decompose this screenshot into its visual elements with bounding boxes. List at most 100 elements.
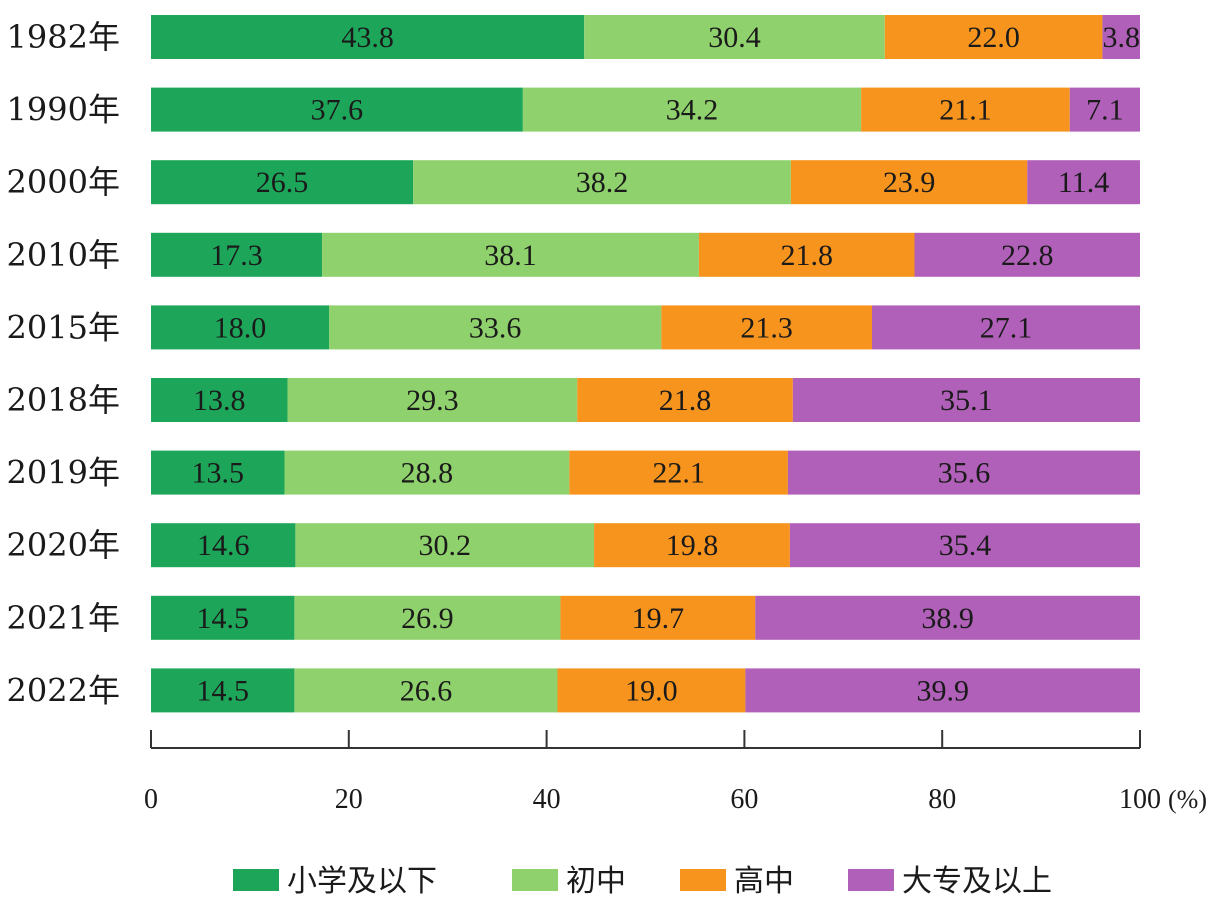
data-label: 11.4 (1058, 166, 1109, 199)
x-axis: 0 20 40 60 80 100 (%) (144, 730, 1207, 815)
data-label: 19.7 (632, 602, 685, 635)
bar-segment (322, 232, 699, 277)
bar-segment (594, 523, 790, 568)
legend-swatch (848, 869, 894, 891)
bars-group: 43.8 30.4 22.0 3.8 37.6 34.2 21.1 7.1 26.5 38.2 23… (151, 15, 1140, 713)
category-label: 2022年 (7, 671, 120, 709)
data-label: 19.0 (625, 674, 678, 707)
data-label: 7.1 (1086, 94, 1124, 127)
bar-segment (287, 378, 578, 422)
data-label: 21.8 (659, 384, 712, 417)
x-tick-label: 60 (730, 784, 758, 815)
bar-segment (861, 87, 1070, 132)
data-label: 14.6 (197, 529, 250, 562)
x-tick-label: 40 (533, 784, 561, 815)
data-label: 33.6 (469, 311, 522, 344)
data-label: 35.1 (940, 384, 993, 417)
data-label: 43.8 (341, 21, 394, 54)
bar-segment (151, 160, 414, 205)
data-label: 22.0 (967, 21, 1020, 54)
bar-segment (584, 15, 885, 59)
data-label: 14.5 (196, 602, 249, 635)
bar-segment (151, 378, 288, 422)
data-label: 26.6 (400, 674, 453, 707)
data-label: 30.2 (418, 529, 471, 562)
bar-segment (1069, 87, 1140, 132)
bar-segment (1027, 160, 1140, 205)
bar-segment (151, 450, 285, 495)
bar-segment (577, 378, 793, 422)
data-label: 38.1 (484, 239, 537, 272)
data-label: 22.1 (652, 457, 705, 490)
bar-segment (413, 160, 791, 205)
data-label: 39.9 (916, 674, 969, 707)
data-label: 21.8 (780, 239, 833, 272)
x-axis-unit: (%) (1168, 785, 1207, 814)
data-label: 35.6 (938, 457, 991, 490)
data-label: 13.5 (192, 457, 245, 490)
data-label: 27.1 (980, 311, 1033, 344)
bar-segment (560, 595, 756, 640)
legend-label: 初中 (566, 864, 626, 899)
data-label: 3.8 (1102, 21, 1140, 54)
bar-segment (557, 668, 746, 713)
bar-segment (884, 15, 1103, 59)
data-label: 29.3 (406, 384, 459, 417)
data-label: 28.8 (401, 457, 454, 490)
x-tick-label: 80 (928, 784, 956, 815)
bar-segment (871, 305, 1140, 350)
legend-swatch (233, 869, 279, 891)
data-label: 26.9 (401, 602, 454, 635)
x-tick-label: 100 (1119, 784, 1161, 815)
data-label: 38.9 (921, 602, 974, 635)
bar-segment (755, 595, 1140, 640)
bar-segment (329, 305, 662, 350)
category-label: 2021年 (7, 599, 120, 637)
legend-label: 小学及以下 (287, 864, 437, 899)
data-label: 34.2 (666, 94, 719, 127)
data-label: 13.8 (193, 384, 246, 417)
bar-segment (790, 160, 1028, 205)
bar-segment (294, 668, 558, 713)
x-tick-label: 20 (335, 784, 363, 815)
bar-segment (1102, 15, 1140, 59)
bar-segment (294, 595, 561, 640)
category-label: 2019年 (7, 454, 120, 492)
bar-segment (522, 87, 862, 132)
data-label: 17.3 (210, 239, 263, 272)
bar-segment (661, 305, 872, 350)
legend-label: 高中 (734, 864, 794, 899)
data-label: 37.6 (311, 94, 364, 127)
legend-swatch (512, 869, 558, 891)
data-label: 21.3 (740, 311, 793, 344)
legend-swatch (680, 869, 726, 891)
data-label: 38.2 (576, 166, 629, 199)
category-label: 2015年 (7, 308, 120, 346)
bar-segment (787, 450, 1140, 495)
category-label: 2010年 (7, 236, 120, 274)
category-label: 2020年 (7, 526, 120, 564)
bar-segment (151, 523, 296, 568)
category-label: 2018年 (7, 381, 120, 419)
category-label: 2000年 (7, 163, 120, 201)
bar-segment (745, 668, 1140, 713)
data-label: 26.5 (256, 166, 309, 199)
data-label: 23.9 (883, 166, 936, 199)
bar-segment (914, 232, 1140, 277)
data-label: 21.1 (939, 94, 992, 127)
data-label: 22.8 (1001, 239, 1054, 272)
data-label: 19.8 (666, 529, 719, 562)
bar-segment (569, 450, 788, 495)
category-labels: 1982年 1990年 2000年 2010年 2015年 2018年 2019年 2020年… (7, 18, 120, 709)
bar-segment (698, 232, 915, 277)
bar-segment (789, 523, 1140, 568)
bar-segment (151, 15, 585, 59)
bar-segment (151, 305, 330, 350)
legend: 小学及以下 初中 高中 大专及以上 (233, 864, 1052, 899)
bar-segment (151, 595, 295, 640)
bar-segment (151, 87, 523, 132)
data-label: 14.5 (196, 674, 249, 707)
data-label: 30.4 (708, 21, 761, 54)
data-label: 35.4 (939, 529, 992, 562)
